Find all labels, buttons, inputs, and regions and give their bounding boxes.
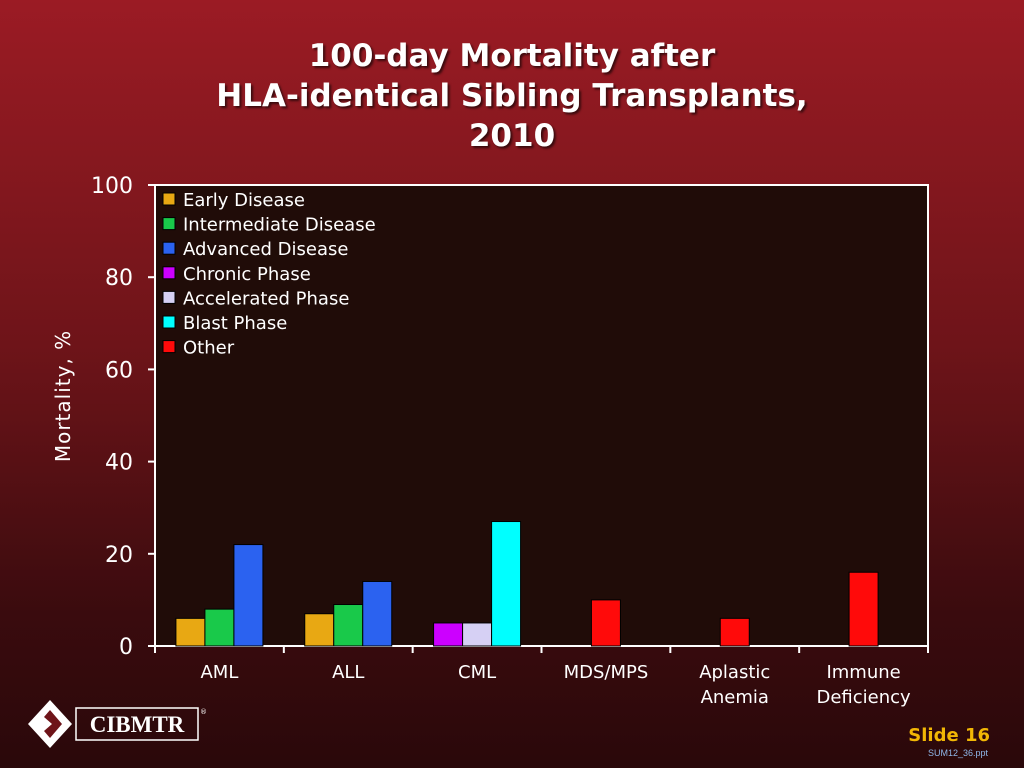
bar (304, 613, 335, 647)
bar (719, 617, 750, 647)
y-tick-label: 100 (91, 174, 133, 199)
bar (333, 604, 364, 647)
bar (590, 599, 621, 647)
x-tick-label: ALL (332, 662, 364, 683)
legend-swatch (162, 290, 176, 304)
bar (433, 622, 464, 647)
x-tick-label: AML (200, 662, 238, 683)
y-tick-label: 20 (105, 543, 133, 568)
title-line-2: HLA-identical Sibling Transplants, (216, 78, 808, 114)
legend-swatch (162, 192, 176, 206)
logo-registered-mark: ® (200, 708, 207, 716)
y-tick-label: 40 (105, 451, 133, 476)
bar (204, 608, 235, 647)
legend-swatch (162, 266, 176, 280)
slide-number: Slide 16 (908, 725, 990, 746)
legend-swatch (162, 241, 176, 255)
x-tick-label: Anemia (701, 687, 769, 708)
bar (462, 622, 493, 647)
y-axis-label: Mortality, % (51, 330, 75, 462)
legend-label: Advanced Disease (183, 239, 348, 260)
legend-label: Blast Phase (183, 313, 287, 334)
y-tick-label: 80 (105, 266, 133, 291)
legend-label: Other (183, 338, 235, 359)
x-tick-label: Deficiency (816, 687, 911, 708)
plot-area (154, 184, 929, 647)
legend-label: Accelerated Phase (183, 288, 349, 309)
file-name: SUM12_36.ppt (927, 748, 988, 758)
bar (848, 571, 879, 647)
x-tick-label: CML (458, 662, 496, 683)
legend-swatch (162, 217, 176, 231)
y-tick-label: 0 (119, 635, 133, 660)
x-tick-label: MDS/MPS (564, 662, 649, 683)
bar (233, 544, 264, 647)
legend-swatch (162, 340, 176, 354)
legend-label: Chronic Phase (183, 264, 311, 285)
bar (491, 521, 522, 647)
title-line-1: 100-day Mortality after (308, 38, 716, 74)
x-tick-label: Aplastic (699, 662, 770, 683)
cibmtr-logo: CIBMTR ® (28, 698, 208, 750)
legend-swatch (162, 315, 176, 329)
bar (175, 617, 206, 647)
logo-diamond-icon (28, 700, 72, 748)
title-line-3: 2010 (468, 118, 556, 154)
legend-label: Early Disease (183, 190, 305, 211)
logo-text: CIBMTR (90, 712, 185, 737)
bar (362, 580, 393, 647)
legend-label: Intermediate Disease (183, 215, 376, 236)
y-tick-label: 60 (105, 358, 133, 383)
slide-title: 100-day Mortality after HLA-identical Si… (0, 36, 1024, 156)
x-tick-label: Immune (826, 662, 900, 683)
